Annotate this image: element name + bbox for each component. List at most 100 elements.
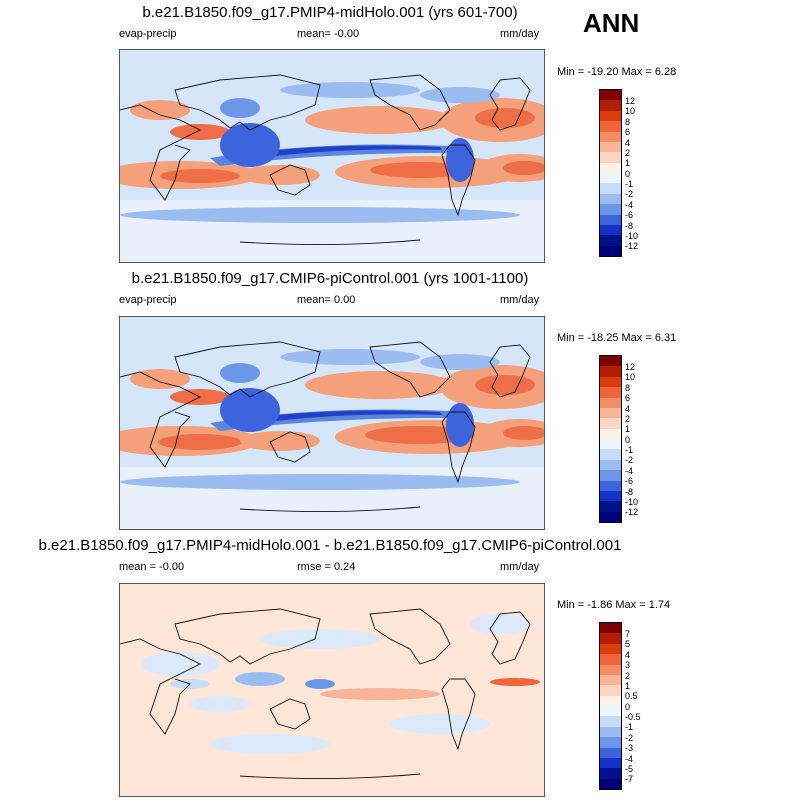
panel-3-colorbar-swatch bbox=[600, 757, 621, 769]
panel-1-variable-label: evap-precip bbox=[119, 28, 177, 40]
panel-1-colorbar-swatch bbox=[600, 100, 621, 112]
panel-1-colorbar-swatch bbox=[600, 204, 621, 216]
panel-1-colorbar-swatch bbox=[600, 245, 621, 256]
panel-3-colorbar-swatch bbox=[600, 623, 621, 634]
panel-2-colorbar-swatch bbox=[600, 459, 621, 471]
panel-2-colorbar-swatch bbox=[600, 480, 621, 492]
panel-3-colorbar-swatch bbox=[600, 768, 621, 780]
panel-3-minmax: Min = -1.86 Max = 1.74 bbox=[557, 599, 671, 611]
panel-2-colorbar-label: -10 bbox=[625, 496, 639, 507]
panel-1-colorbar-swatch bbox=[600, 173, 621, 184]
panel-3-colorbar-swatch bbox=[600, 664, 621, 676]
panel-2-colorbar-label: 2 bbox=[625, 413, 631, 424]
panel-2-colorbar-label: 0 bbox=[625, 434, 631, 445]
panel-3-title: b.e21.B1850.f09_g17.PMIP4-midHolo.001 - … bbox=[38, 537, 622, 554]
panel-2-mean-label: mean= 0.00 bbox=[297, 294, 356, 306]
panel-1-colorbar-label: -4 bbox=[625, 199, 634, 210]
panel-3-colorbar-label: -7 bbox=[625, 774, 634, 785]
panel-2-colorbar-label: -4 bbox=[625, 465, 634, 476]
panel-3-colorbar-label: -0.5 bbox=[625, 712, 641, 722]
panel-3-colorbar-swatch bbox=[600, 674, 621, 686]
panel-1-colorbar-swatch bbox=[600, 152, 621, 164]
panel-2-colorbar-label: -1 bbox=[625, 445, 634, 455]
panel-1-colorbar-swatch bbox=[600, 183, 621, 195]
panel-2-colorbar-label: -2 bbox=[625, 455, 634, 466]
panel-2-colorbar bbox=[599, 355, 622, 523]
panel-1-colorbar-label: 12 bbox=[625, 96, 636, 106]
panel-3-colorbar-label: -4 bbox=[625, 753, 634, 764]
panel-3-colorbar-label: 2 bbox=[625, 670, 631, 681]
panel-1-colorbar-swatch bbox=[600, 193, 621, 205]
panel-2-title: b.e21.B1850.f09_g17.CMIP6-piControl.001 … bbox=[131, 270, 529, 287]
panel-1-colorbar-label: -10 bbox=[625, 230, 639, 241]
panel-3-colorbar-swatch bbox=[600, 716, 621, 728]
panel-3-colorbar-label: 7 bbox=[625, 629, 631, 639]
panel-2-units-label: mm/day bbox=[500, 294, 540, 306]
panel-1-colorbar-label: 2 bbox=[625, 147, 631, 158]
panel-2-colorbar-swatch bbox=[600, 407, 621, 419]
panel-3-colorbar-label: -2 bbox=[625, 732, 634, 743]
panel-3-colorbar bbox=[599, 622, 622, 790]
panel-3-colorbar-swatch bbox=[600, 654, 621, 666]
panel-2-colorbar-label: 12 bbox=[625, 362, 636, 372]
panel-1-colorbar-swatch bbox=[600, 214, 621, 226]
panel-3-colorbar-swatch bbox=[600, 778, 621, 789]
panel-2-colorbar-label: 8 bbox=[625, 382, 631, 393]
panel-1-colorbar-label: 1 bbox=[625, 158, 631, 169]
panel-3-colorbar-swatch bbox=[600, 633, 621, 645]
panel-3-colorbar-label: -1 bbox=[625, 722, 634, 733]
panel-2-colorbar-label: -8 bbox=[625, 486, 634, 497]
panel-3-colorbar-label: 0.5 bbox=[625, 691, 638, 702]
panel-2-colorbar-swatch bbox=[600, 418, 621, 430]
panel-2-colorbar-swatch bbox=[600, 376, 621, 388]
panel-1-colorbar-label: 0 bbox=[625, 168, 631, 179]
panel-2-colorbar-label: 4 bbox=[625, 403, 631, 414]
panel-2-colorbar-swatch bbox=[600, 387, 621, 399]
panel-1-units-label: mm/day bbox=[500, 28, 540, 40]
panel-3-colorbar-swatch bbox=[600, 695, 621, 707]
panel-1-colorbar-label: -6 bbox=[625, 210, 634, 221]
panel-2-colorbar-swatch bbox=[600, 428, 621, 440]
panel-1-colorbar bbox=[599, 89, 622, 257]
panel-2-colorbar-swatch bbox=[600, 366, 621, 378]
season-label: ANN bbox=[583, 8, 640, 38]
panel-3-colorbar-label: 5 bbox=[625, 639, 631, 650]
panel-1-colorbar-swatch bbox=[600, 141, 621, 153]
panel-1-colorbar-label: 4 bbox=[625, 137, 631, 148]
panel-3-colorbar-swatch bbox=[600, 643, 621, 655]
panel-3-rmse-label: rmse = 0.24 bbox=[297, 561, 356, 573]
panel-1-colorbar-label: -2 bbox=[625, 189, 634, 200]
panel-1-colorbar-label: 8 bbox=[625, 116, 631, 127]
panel-1-colorbar-label: 6 bbox=[625, 127, 631, 138]
panel-3-colorbar-swatch bbox=[600, 706, 621, 717]
panel-2-colorbar-swatch bbox=[600, 501, 621, 513]
panel-1-colorbar-swatch bbox=[600, 131, 621, 143]
panel-1-title: b.e21.B1850.f09_g17.PMIP4-midHolo.001 (y… bbox=[142, 4, 518, 21]
panel-2-colorbar-swatch bbox=[600, 511, 621, 522]
panel-2-colorbar-label: 10 bbox=[625, 372, 636, 383]
panel-1-colorbar-label: -12 bbox=[625, 241, 639, 252]
panel-3-colorbar-swatch bbox=[600, 726, 621, 738]
panel-2-colorbar-label: -6 bbox=[625, 476, 634, 487]
panel-2-colorbar-swatch bbox=[600, 356, 621, 367]
panel-1-colorbar-swatch bbox=[600, 121, 621, 133]
panel-1-colorbar-swatch bbox=[600, 162, 621, 174]
panel-3-colorbar-label: 4 bbox=[625, 649, 631, 660]
panel-1-colorbar-label: -1 bbox=[625, 179, 634, 189]
panel-2-variable-label: evap-precip bbox=[119, 294, 177, 306]
panel-3-colorbar-label: 1 bbox=[625, 680, 631, 691]
panel-3-colorbar-swatch bbox=[600, 737, 621, 749]
panel-3-colorbar-label: 3 bbox=[625, 660, 631, 671]
panel-1-colorbar-swatch bbox=[600, 235, 621, 247]
panel-1-colorbar-swatch bbox=[600, 224, 621, 236]
panel-2-colorbar-label: 1 bbox=[625, 424, 631, 435]
panel-1-colorbar-label: -8 bbox=[625, 220, 634, 231]
panel-3-colorbar-label: 0 bbox=[625, 701, 631, 712]
panel-3-colorbar-label: -5 bbox=[625, 763, 634, 774]
panel-3-colorbar-swatch bbox=[600, 685, 621, 697]
panel-3-mean-label: mean = -0.00 bbox=[119, 561, 185, 573]
panel-1-map bbox=[119, 49, 545, 263]
panel-3-units-label: mm/day bbox=[500, 561, 540, 573]
panel-1-colorbar-label: 10 bbox=[625, 106, 636, 117]
panel-1-mean-label: mean= -0.00 bbox=[297, 28, 360, 40]
